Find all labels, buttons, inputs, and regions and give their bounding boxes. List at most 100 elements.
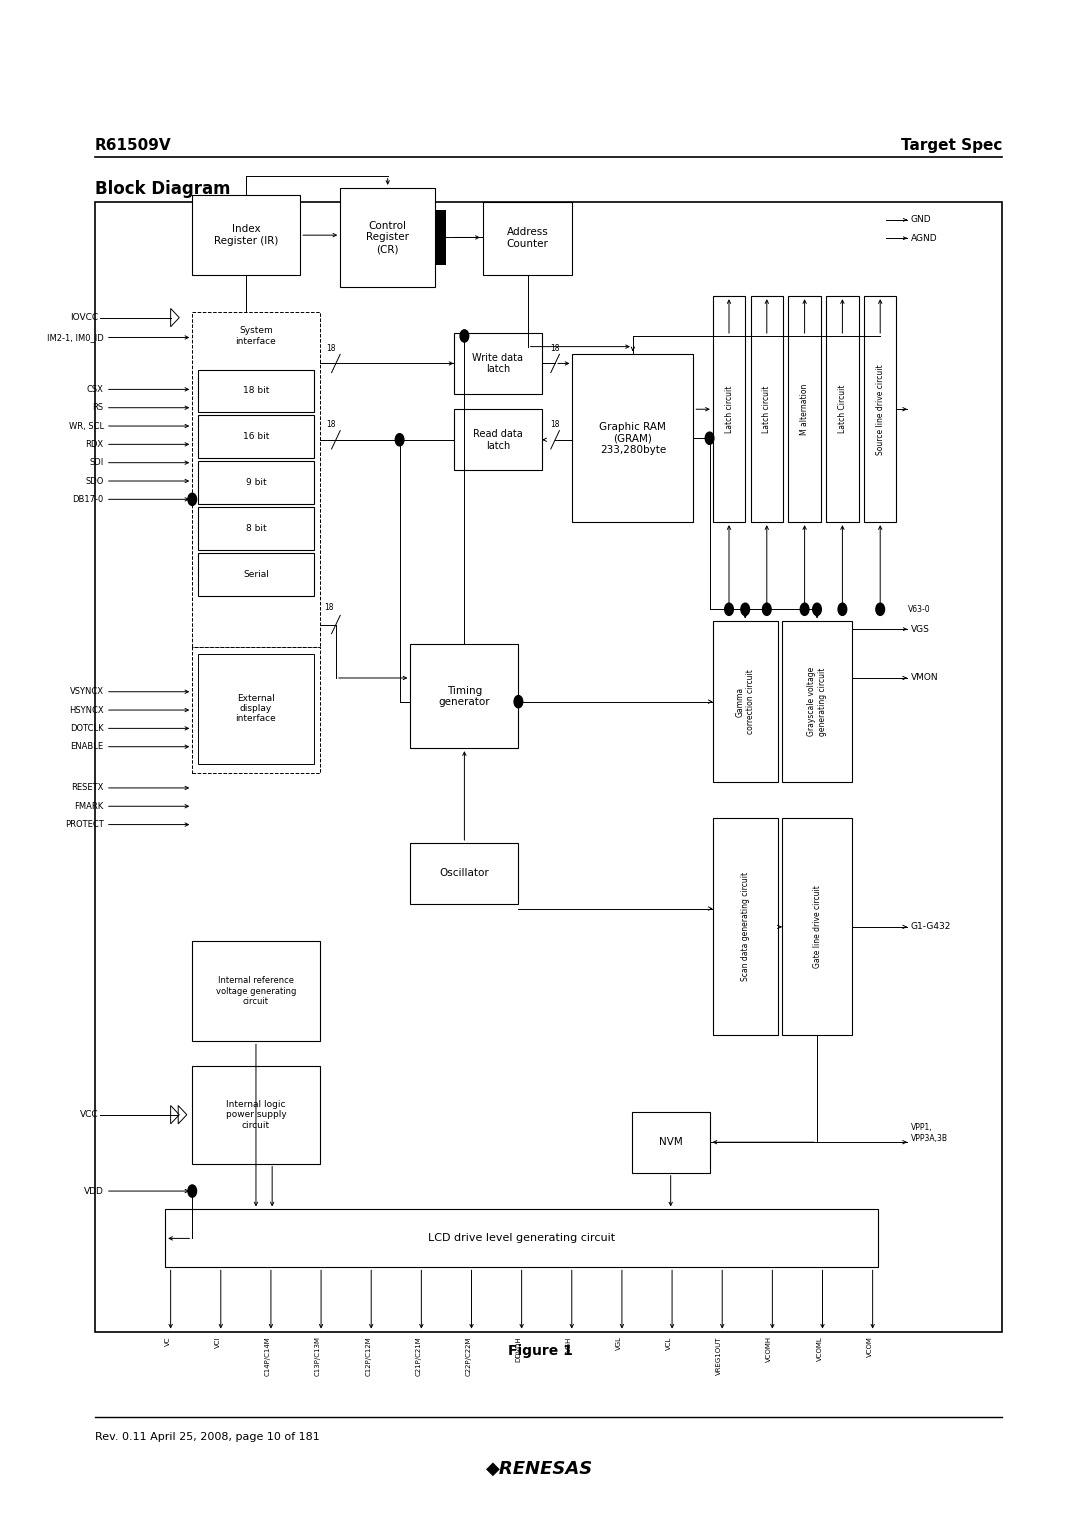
Text: RDX: RDX — [85, 440, 104, 449]
Bar — [192, 941, 320, 1041]
Text: VCOM: VCOM — [866, 1336, 873, 1358]
Text: WR, SCL: WR, SCL — [68, 421, 104, 431]
Bar — [483, 202, 572, 275]
Text: Gamma
correction circuit: Gamma correction circuit — [735, 669, 755, 734]
Text: CSX: CSX — [86, 385, 104, 394]
Text: Timing
generator: Timing generator — [438, 686, 490, 707]
Text: Block Diagram: Block Diagram — [95, 180, 230, 199]
Text: Latch circuit: Latch circuit — [725, 385, 733, 434]
Text: VC: VC — [164, 1336, 171, 1345]
Text: Rev. 0.11 April 25, 2008, page 10 of 181: Rev. 0.11 April 25, 2008, page 10 of 181 — [95, 1432, 320, 1443]
Bar — [751, 296, 783, 522]
Text: C13P/C13M: C13P/C13M — [315, 1336, 321, 1376]
Text: HSYNCX: HSYNCX — [69, 705, 104, 715]
Text: DOTCLK: DOTCLK — [70, 724, 104, 733]
Circle shape — [741, 603, 750, 615]
Text: System
interface: System interface — [235, 327, 276, 345]
Circle shape — [188, 493, 197, 505]
Bar — [198, 553, 314, 596]
Bar — [192, 647, 320, 773]
Text: VCI: VCI — [215, 1336, 220, 1348]
Bar — [192, 1066, 320, 1164]
Text: ◆RENESAS: ◆RENESAS — [486, 1460, 594, 1478]
Text: VDD: VDD — [84, 1186, 104, 1196]
Bar — [782, 621, 852, 782]
Bar — [340, 188, 435, 287]
Circle shape — [705, 432, 714, 444]
Text: ENABLE: ENABLE — [70, 742, 104, 751]
Circle shape — [876, 603, 885, 615]
Bar — [95, 202, 1002, 1332]
Text: Gate line drive circuit: Gate line drive circuit — [812, 886, 822, 968]
Text: VREG1OUT: VREG1OUT — [716, 1336, 723, 1374]
Bar — [198, 461, 314, 504]
Bar — [198, 370, 314, 412]
Text: AGND: AGND — [910, 234, 937, 243]
Text: SDI: SDI — [90, 458, 104, 467]
Text: IOVCC: IOVCC — [70, 313, 98, 322]
Bar — [198, 415, 314, 458]
Circle shape — [812, 603, 822, 615]
Text: RS: RS — [93, 403, 104, 412]
Text: 18 bit: 18 bit — [243, 386, 269, 395]
Text: DB17-0: DB17-0 — [72, 495, 104, 504]
Bar — [788, 296, 821, 522]
Text: 18: 18 — [326, 344, 335, 353]
Text: GND: GND — [910, 215, 931, 224]
Bar — [713, 296, 745, 522]
Text: Internal reference
voltage generating
circuit: Internal reference voltage generating ci… — [216, 976, 296, 1006]
Text: FMARK: FMARK — [75, 802, 104, 811]
Text: VGL: VGL — [616, 1336, 622, 1350]
Bar — [454, 333, 542, 394]
Bar — [198, 507, 314, 550]
Text: SDO: SDO — [85, 476, 104, 486]
Text: VCOMH: VCOMH — [767, 1336, 772, 1362]
Text: DDVDH: DDVDH — [515, 1336, 522, 1362]
Text: VCOML: VCOML — [816, 1336, 823, 1361]
Text: Graphic RAM
(GRAM)
233,280byte: Graphic RAM (GRAM) 233,280byte — [599, 421, 666, 455]
Text: C14P/C14M: C14P/C14M — [265, 1336, 271, 1376]
Text: C22P/C22M: C22P/C22M — [465, 1336, 472, 1376]
Text: PROTECT: PROTECT — [65, 820, 104, 829]
Text: Grayscale voltage
generating circuit: Grayscale voltage generating circuit — [808, 667, 826, 736]
Text: LCD drive level generating circuit: LCD drive level generating circuit — [428, 1234, 616, 1243]
Text: R61509V: R61509V — [95, 137, 172, 153]
Text: VMON: VMON — [910, 673, 939, 683]
Text: RESETX: RESETX — [71, 783, 104, 793]
Circle shape — [800, 603, 809, 615]
Circle shape — [838, 603, 847, 615]
Bar — [410, 644, 518, 748]
Text: Figure 1: Figure 1 — [508, 1344, 572, 1359]
Bar — [572, 354, 693, 522]
Text: Target Spec: Target Spec — [901, 137, 1002, 153]
Bar — [782, 818, 852, 1035]
Text: External
display
interface: External display interface — [235, 693, 276, 724]
Bar — [713, 621, 778, 782]
Bar — [454, 409, 542, 470]
Text: Internal logic
power supply
circuit: Internal logic power supply circuit — [226, 1099, 286, 1130]
Text: Source line drive circuit: Source line drive circuit — [876, 363, 885, 455]
Bar — [165, 1209, 878, 1267]
Circle shape — [395, 434, 404, 446]
Bar — [198, 654, 314, 764]
Circle shape — [460, 330, 469, 342]
Text: 18: 18 — [551, 344, 559, 353]
Text: 18: 18 — [326, 420, 335, 429]
Text: 16 bit: 16 bit — [243, 432, 269, 441]
Text: Serial: Serial — [243, 570, 269, 579]
Text: Oscillator: Oscillator — [440, 869, 489, 878]
Bar — [713, 818, 778, 1035]
Text: Scan data generating circuit: Scan data generating circuit — [741, 872, 750, 982]
Text: VCC: VCC — [80, 1110, 98, 1119]
Text: Read data
latch: Read data latch — [473, 429, 523, 450]
Bar — [435, 211, 446, 266]
Text: 8 bit: 8 bit — [245, 524, 267, 533]
Text: VSYNCX: VSYNCX — [70, 687, 104, 696]
Text: Latch circuit: Latch circuit — [762, 385, 771, 434]
Text: M alternation: M alternation — [800, 383, 809, 435]
Text: V63-0: V63-0 — [908, 605, 931, 614]
Circle shape — [188, 1185, 197, 1197]
Text: Address
Counter: Address Counter — [507, 228, 549, 249]
Text: Control
Register
(CR): Control Register (CR) — [366, 221, 409, 253]
Text: Index
Register (IR): Index Register (IR) — [214, 224, 279, 246]
